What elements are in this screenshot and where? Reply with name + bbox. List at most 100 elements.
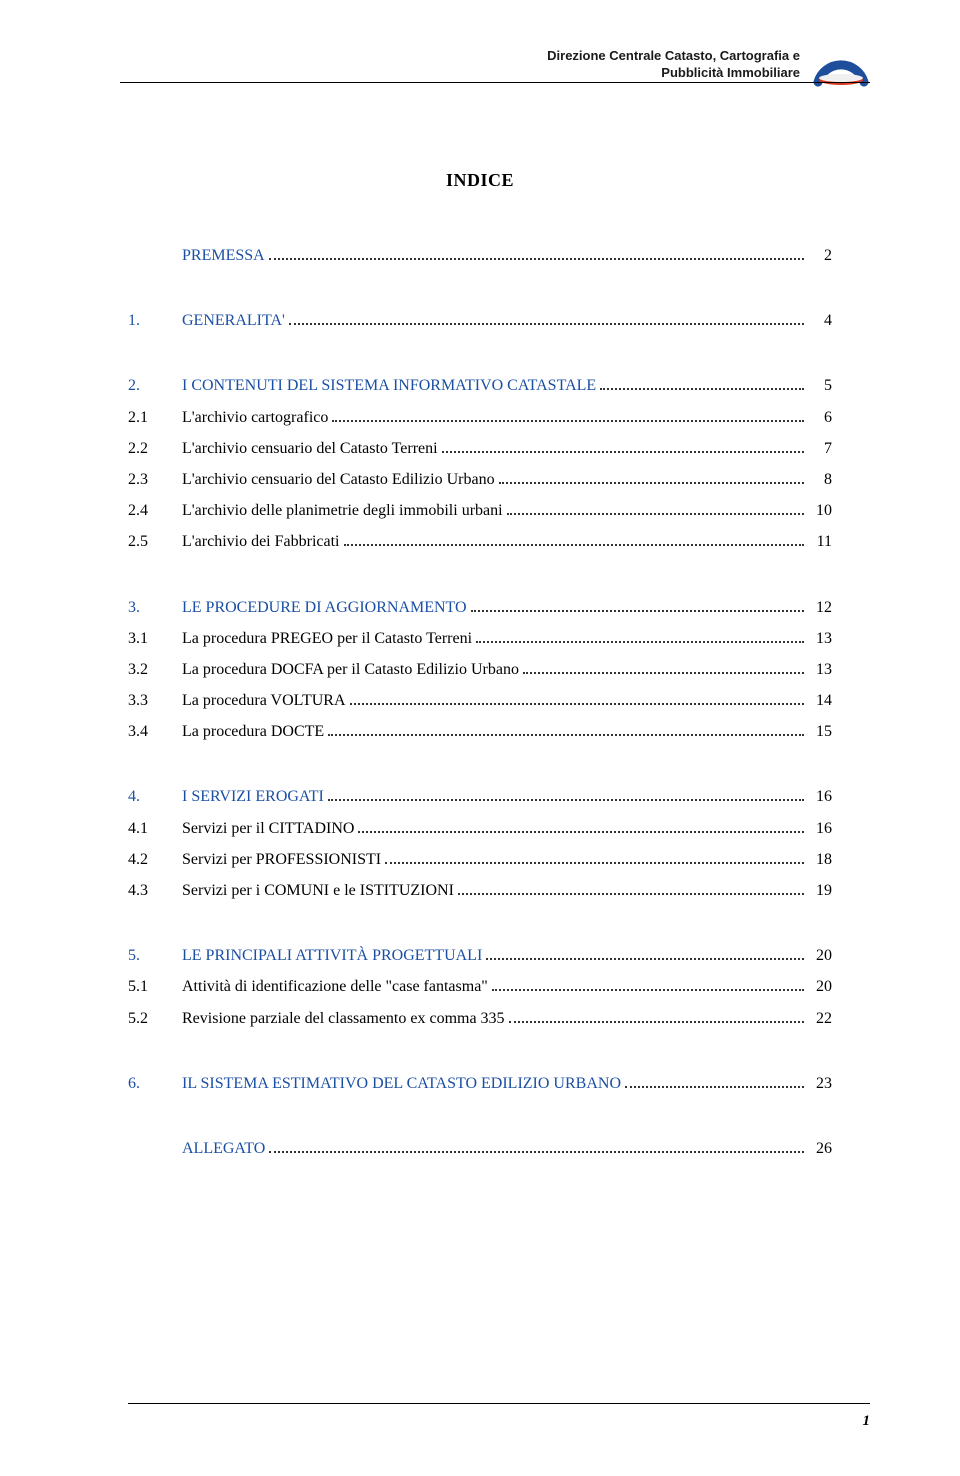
toc-row: 3.LE PROCEDURE DI AGGIORNAMENTO 12 bbox=[128, 592, 832, 623]
toc-row: 5.1Attività di identificazione delle "ca… bbox=[128, 971, 832, 1002]
toc-row: 2.1L'archivio cartografico 6 bbox=[128, 402, 832, 433]
toc-leader-dots bbox=[471, 610, 804, 612]
toc-entry-label: Servizi per PROFESSIONISTI bbox=[182, 844, 381, 875]
toc-entry-label: L'archivio delle planimetrie degli immob… bbox=[182, 495, 503, 526]
toc-group: ALLEGATO 26 bbox=[128, 1133, 832, 1164]
toc-entry-page: 13 bbox=[808, 623, 832, 654]
header-line-1: Direzione Centrale Catasto, Cartografia … bbox=[547, 48, 800, 65]
toc-leader-dots bbox=[442, 451, 804, 453]
page-number: 1 bbox=[863, 1413, 871, 1430]
toc-entry-label: IL SISTEMA ESTIMATIVO DEL CATASTO EDILIZ… bbox=[182, 1068, 621, 1099]
toc-entry-page: 13 bbox=[808, 654, 832, 685]
toc-leader-dots bbox=[625, 1086, 804, 1088]
toc-entry-page: 16 bbox=[808, 813, 832, 844]
toc-leader-dots bbox=[492, 989, 804, 991]
toc-entry-page: 19 bbox=[808, 875, 832, 906]
header-text: Direzione Centrale Catasto, Cartografia … bbox=[547, 48, 800, 82]
toc-entry-label: I SERVIZI EROGATI bbox=[182, 781, 324, 812]
toc-entry-label: L'archivio dei Fabbricati bbox=[182, 526, 340, 557]
footer-rule bbox=[128, 1403, 870, 1404]
toc-entry-page: 20 bbox=[808, 971, 832, 1002]
table-of-contents: PREMESSA21.GENERALITA'42.I CONTENUTI DEL… bbox=[128, 240, 832, 1198]
toc-entry-number: 2.3 bbox=[128, 464, 182, 495]
toc-row: 5.LE PRINCIPALI ATTIVITÀ PROGETTUALI20 bbox=[128, 940, 832, 971]
toc-leader-dots bbox=[289, 323, 804, 325]
toc-row: 2.4L'archivio delle planimetrie degli im… bbox=[128, 495, 832, 526]
toc-row: ALLEGATO 26 bbox=[128, 1133, 832, 1164]
toc-group: 1.GENERALITA'4 bbox=[128, 305, 832, 336]
toc-group: PREMESSA2 bbox=[128, 240, 832, 271]
toc-row: 5.2Revisione parziale del classamento ex… bbox=[128, 1003, 832, 1034]
toc-entry-page: 2 bbox=[808, 240, 832, 271]
toc-entry-page: 7 bbox=[808, 433, 832, 464]
toc-leader-dots bbox=[507, 513, 804, 515]
toc-entry-label: ALLEGATO bbox=[182, 1133, 265, 1164]
toc-entry-number: 2.5 bbox=[128, 526, 182, 557]
toc-leader-dots bbox=[458, 893, 804, 895]
toc-leader-dots bbox=[269, 1151, 804, 1153]
toc-group: 2.I CONTENUTI DEL SISTEMA INFORMATIVO CA… bbox=[128, 370, 832, 557]
toc-entry-page: 4 bbox=[808, 305, 832, 336]
toc-entry-number: 3.1 bbox=[128, 623, 182, 654]
toc-entry-page: 16 bbox=[808, 781, 832, 812]
toc-leader-dots bbox=[344, 544, 805, 546]
toc-entry-label: L'archivio cartografico bbox=[182, 402, 328, 433]
toc-entry-page: 26 bbox=[808, 1133, 832, 1164]
toc-row: 4.I SERVIZI EROGATI 16 bbox=[128, 781, 832, 812]
toc-entry-page: 22 bbox=[808, 1003, 832, 1034]
toc-entry-number: 2.2 bbox=[128, 433, 182, 464]
toc-entry-page: 12 bbox=[808, 592, 832, 623]
header-line-2: Pubblicità Immobiliare bbox=[547, 65, 800, 82]
toc-row: 6.IL SISTEMA ESTIMATIVO DEL CATASTO EDIL… bbox=[128, 1068, 832, 1099]
toc-entry-page: 18 bbox=[808, 844, 832, 875]
toc-entry-number: 2. bbox=[128, 370, 182, 401]
toc-row: 4.3Servizi per i COMUNI e le ISTITUZIONI… bbox=[128, 875, 832, 906]
toc-entry-number: 4.3 bbox=[128, 875, 182, 906]
toc-leader-dots bbox=[328, 799, 804, 801]
toc-entry-label: Servizi per il CITTADINO bbox=[182, 813, 354, 844]
toc-entry-page: 8 bbox=[808, 464, 832, 495]
toc-row: 3.3La procedura VOLTURA 14 bbox=[128, 685, 832, 716]
toc-entry-number: 3. bbox=[128, 592, 182, 623]
toc-entry-number: 3.4 bbox=[128, 716, 182, 747]
toc-entry-page: 15 bbox=[808, 716, 832, 747]
toc-group: 4.I SERVIZI EROGATI164.1Servizi per il C… bbox=[128, 781, 832, 906]
toc-leader-dots bbox=[509, 1021, 804, 1023]
toc-row: 2.I CONTENUTI DEL SISTEMA INFORMATIVO CA… bbox=[128, 370, 832, 401]
toc-leader-dots bbox=[332, 420, 804, 422]
toc-entry-page: 6 bbox=[808, 402, 832, 433]
toc-entry-number: 4.1 bbox=[128, 813, 182, 844]
toc-entry-page: 23 bbox=[808, 1068, 832, 1099]
toc-entry-label: L'archivio censuario del Catasto Terreni bbox=[182, 433, 438, 464]
toc-entry-label: La procedura PREGEO per il Catasto Terre… bbox=[182, 623, 472, 654]
toc-row: 2.3L'archivio censuario del Catasto Edil… bbox=[128, 464, 832, 495]
toc-leader-dots bbox=[358, 831, 804, 833]
toc-entry-label: La procedura VOLTURA bbox=[182, 685, 346, 716]
toc-entry-label: Revisione parziale del classamento ex co… bbox=[182, 1003, 505, 1034]
toc-entry-number: 4. bbox=[128, 781, 182, 812]
toc-leader-dots bbox=[486, 958, 804, 960]
toc-entry-label: GENERALITA' bbox=[182, 305, 285, 336]
toc-row: 3.1La procedura PREGEO per il Catasto Te… bbox=[128, 623, 832, 654]
toc-entry-label: Attività di identificazione delle "case … bbox=[182, 971, 488, 1002]
toc-entry-number: 3.3 bbox=[128, 685, 182, 716]
toc-leader-dots bbox=[476, 641, 804, 643]
page-title: INDICE bbox=[0, 170, 960, 191]
toc-entry-page: 11 bbox=[808, 526, 832, 557]
toc-row: 3.2La procedura DOCFA per il Catasto Edi… bbox=[128, 654, 832, 685]
toc-entry-number: 5.2 bbox=[128, 1003, 182, 1034]
toc-row: 4.1Servizi per il CITTADINO 16 bbox=[128, 813, 832, 844]
toc-group: 6.IL SISTEMA ESTIMATIVO DEL CATASTO EDIL… bbox=[128, 1068, 832, 1099]
toc-leader-dots bbox=[328, 734, 804, 736]
toc-entry-page: 14 bbox=[808, 685, 832, 716]
toc-group: 3.LE PROCEDURE DI AGGIORNAMENTO123.1La p… bbox=[128, 592, 832, 748]
toc-entry-number: 2.4 bbox=[128, 495, 182, 526]
toc-row: 2.2L'archivio censuario del Catasto Terr… bbox=[128, 433, 832, 464]
header-rule bbox=[120, 82, 870, 83]
toc-leader-dots bbox=[269, 258, 804, 260]
toc-row: 1.GENERALITA'4 bbox=[128, 305, 832, 336]
toc-row: PREMESSA2 bbox=[128, 240, 832, 271]
toc-entry-label: LE PROCEDURE DI AGGIORNAMENTO bbox=[182, 592, 467, 623]
toc-entry-number: 2.1 bbox=[128, 402, 182, 433]
toc-leader-dots bbox=[600, 388, 804, 390]
